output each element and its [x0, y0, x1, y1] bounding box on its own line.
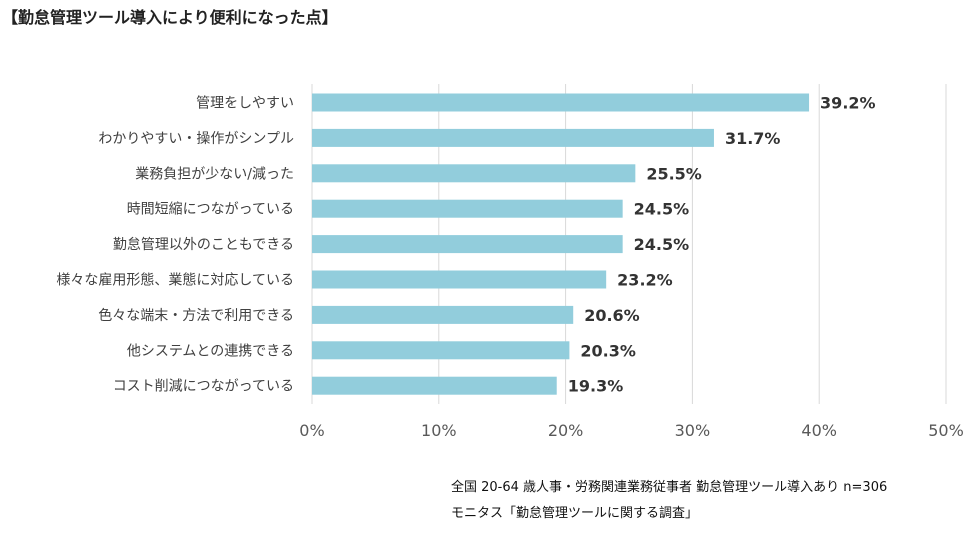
x-tick-label-5: 50% [928, 421, 964, 440]
category-label-4: 勤怠管理以外のこともできる [113, 237, 294, 253]
category-label-3: 時間短縮につながっている [127, 202, 294, 218]
x-tick-label-4: 40% [801, 421, 837, 440]
bar-5 [312, 270, 607, 289]
value-label-4: 24.5% [634, 235, 690, 254]
category-label-8: コスト削減につながっている [113, 378, 294, 395]
category-label-2: 業務負担が少ない/減った [135, 165, 294, 182]
value-label-6: 20.6% [584, 306, 640, 325]
category-label-1: わかりやすい・操作がシンプル [98, 131, 294, 147]
chart-title: 【勤怠管理ツール導入により便利になった点】 [2, 8, 338, 27]
bar-3 [312, 199, 623, 218]
value-label-2: 25.5% [646, 164, 702, 183]
category-label-6: 色々な端末・方法で利用できる [98, 307, 294, 324]
value-label-1: 31.7% [725, 129, 781, 148]
x-tick-label-2: 20% [548, 421, 584, 440]
footnote-sample: 全国 20-64 歳人事・労務関連業務従事者 勤怠管理ツール導入あり n=306 [451, 480, 888, 495]
value-label-8: 19.3% [568, 377, 624, 396]
x-tick-label-3: 30% [675, 421, 711, 440]
bar-6 [312, 305, 574, 324]
value-label-5: 23.2% [617, 271, 673, 290]
category-label-7: 他システムとの連携できる [127, 343, 294, 359]
category-label-5: 様々な雇用形態、業態に対応している [56, 272, 294, 289]
value-label-7: 20.3% [580, 341, 636, 360]
bar-0 [312, 93, 810, 112]
category-label-0: 管理をしやすい [196, 96, 294, 112]
x-tick-label-0: 0% [299, 421, 324, 440]
value-label-3: 24.5% [634, 200, 690, 219]
bar-4 [312, 235, 623, 254]
bar-1 [312, 128, 714, 147]
footnote-source: モニタス「勤怠管理ツールに関する調査」 [451, 506, 699, 521]
value-label-0: 39.2% [820, 94, 876, 113]
bar-7 [312, 341, 570, 360]
bar-8 [312, 376, 557, 395]
x-tick-label-1: 10% [421, 421, 457, 440]
bar-2 [312, 164, 636, 183]
